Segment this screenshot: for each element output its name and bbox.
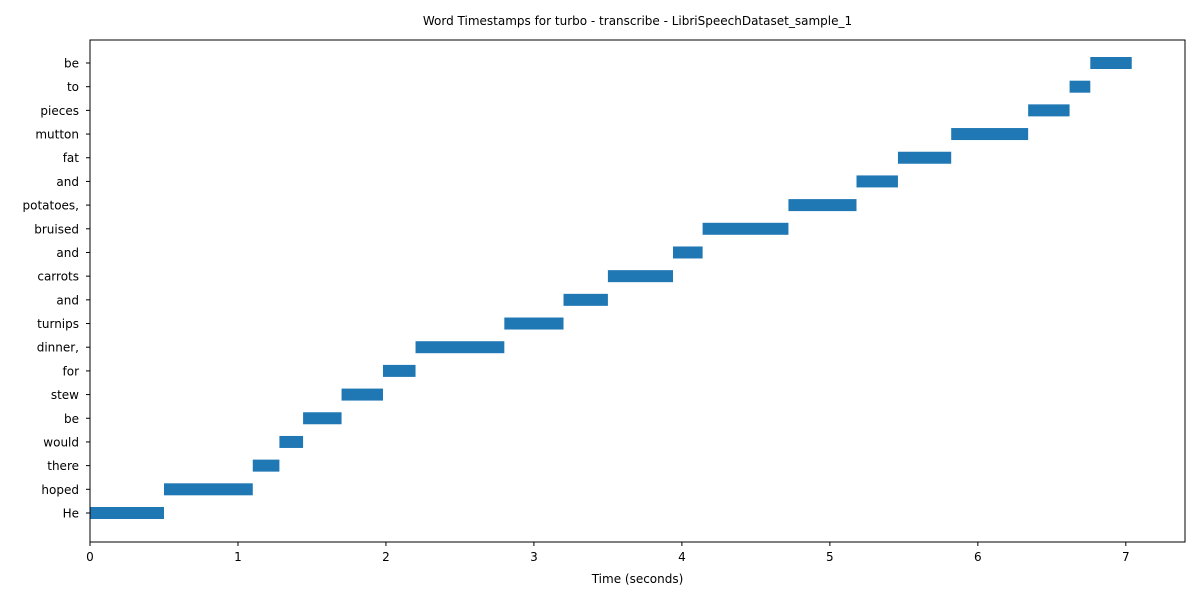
word-bar (279, 435, 304, 448)
x-tick-label: 0 (86, 550, 94, 564)
word-bar (504, 317, 564, 330)
y-tick-label: dinner, (37, 341, 79, 355)
word-bar (163, 483, 253, 496)
y-tick-label: mutton (35, 128, 79, 142)
x-tick-label: 5 (826, 550, 834, 564)
plot-frame (89, 39, 1186, 543)
y-tick-label: stew (51, 388, 79, 402)
word-bar (341, 388, 383, 401)
x-tick-label: 4 (678, 550, 686, 564)
word-bar (1028, 104, 1070, 117)
y-tick-label: fat (63, 151, 80, 165)
word-bar (607, 270, 674, 283)
y-tick-label: to (67, 80, 79, 94)
y-tick-label: turnips (37, 317, 79, 331)
x-tick-label: 6 (974, 550, 982, 564)
x-tick-label: 1 (234, 550, 242, 564)
x-tick-label: 3 (530, 550, 538, 564)
y-tick-label: and (56, 175, 79, 189)
word-bar (702, 222, 789, 235)
word-bar (1090, 57, 1132, 69)
word-bar (897, 151, 952, 164)
x-tick-label: 7 (1122, 550, 1130, 564)
word-bar (303, 412, 342, 425)
x-axis: 0 1 2 3 4 5 6 7 (86, 542, 1130, 564)
y-tick-label: carrots (37, 270, 79, 284)
word-bar (563, 293, 608, 306)
word-bar (951, 128, 1029, 141)
word-bar (90, 507, 164, 519)
y-tick-label: be (64, 57, 79, 71)
word-bar (1069, 80, 1091, 93)
word-bar (856, 175, 898, 188)
word-bar (382, 364, 416, 377)
y-tick-label: pieces (40, 104, 79, 118)
y-tick-label: potatoes, (22, 199, 79, 213)
y-tick-label: there (47, 459, 79, 473)
bars-group (90, 57, 1132, 519)
y-tick-label: hoped (41, 483, 79, 497)
y-tick-label: for (63, 364, 80, 378)
y-tick-label: bruised (34, 222, 79, 236)
word-bar (788, 199, 857, 212)
y-tick-label: be (64, 412, 79, 426)
x-axis-label: Time (seconds) (591, 572, 684, 586)
y-axis: He hoped there would be stew for dinner,… (22, 57, 90, 521)
word-bar (673, 246, 703, 259)
y-tick-label: would (43, 435, 79, 449)
y-tick-label: and (56, 293, 79, 307)
y-tick-label: and (56, 246, 79, 260)
x-tick-label: 2 (382, 550, 390, 564)
chart-title: Word Timestamps for turbo - transcribe -… (423, 14, 852, 28)
word-bar (415, 341, 505, 354)
word-bar (252, 459, 280, 472)
y-tick-label: He (63, 507, 79, 521)
